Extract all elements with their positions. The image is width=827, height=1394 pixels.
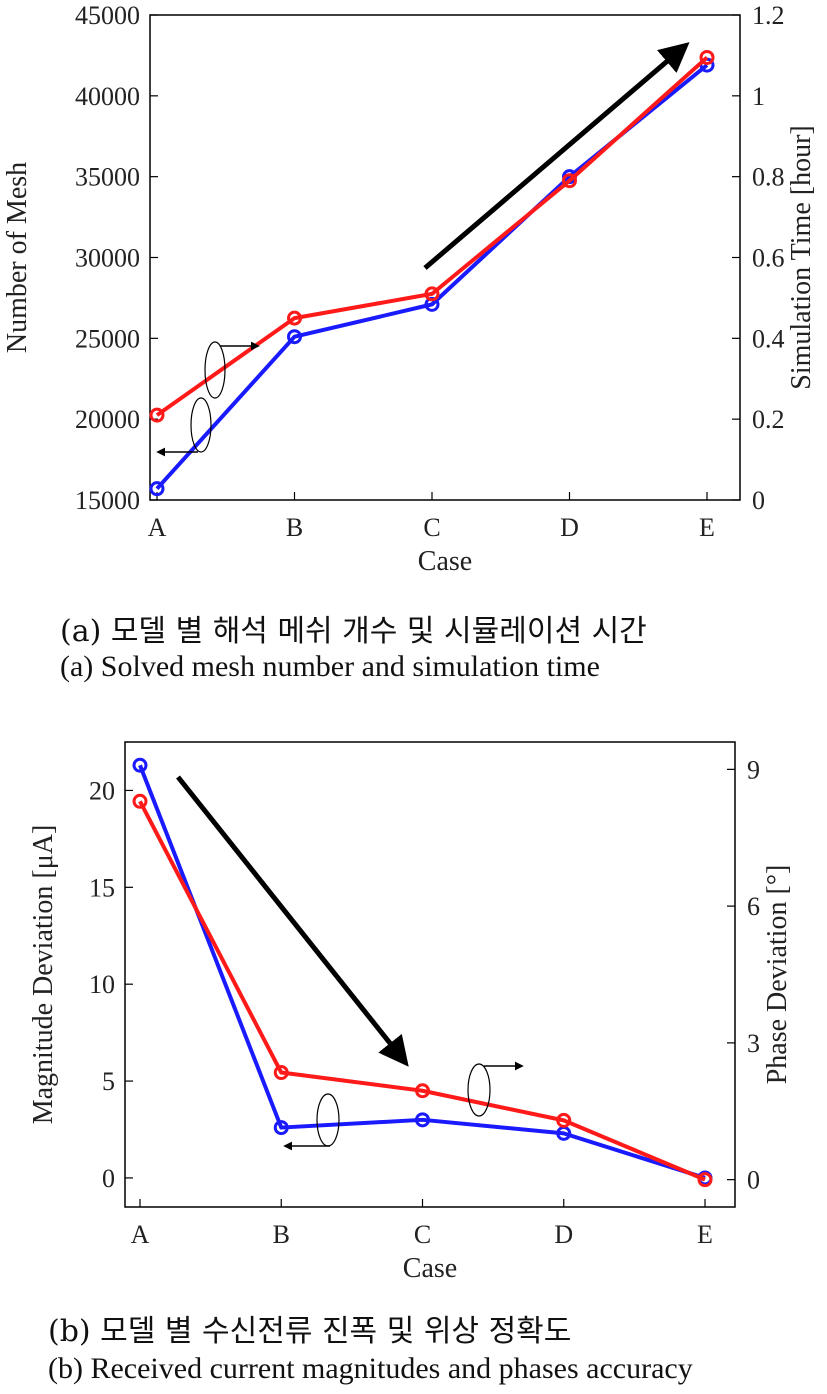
- right-tick-label: 3: [747, 1029, 760, 1058]
- x-tick-label: B: [286, 513, 303, 542]
- red-series-line: [155, 55, 709, 417]
- left-tick-label: 35000: [75, 163, 140, 192]
- axis-indicator-ellipse: [204, 341, 226, 399]
- x-axis-label: Case: [418, 546, 472, 577]
- left-tick-label: 20: [89, 776, 115, 805]
- red-series-point: [699, 49, 715, 65]
- axis-indicator-ellipse: [467, 1063, 491, 1117]
- blue-series-point: [149, 481, 165, 497]
- left-tick-label: 20000: [75, 405, 140, 434]
- caption-b-english: (b) Received current magnitudes and phas…: [48, 1352, 693, 1385]
- right-tick-label: 1.2: [752, 1, 785, 30]
- left-axis-label: Magnitude Deviation [μA]: [28, 825, 59, 1125]
- right-tick-label: 0.4: [752, 324, 785, 353]
- blue-series-line: [138, 764, 706, 1180]
- x-tick-label: A: [131, 1220, 150, 1249]
- red-series-point: [424, 286, 440, 302]
- right-tick-label: 0: [747, 1166, 760, 1195]
- red-series-point: [562, 173, 577, 189]
- blue-series-point: [132, 757, 148, 773]
- plot-frame: [124, 741, 736, 1208]
- chart-deviation: 0 5 10 15 20 0 3 6 9 A B C D E Case Magnitude Deviation…: [28, 741, 793, 1284]
- left-tick-label: 15000: [75, 486, 140, 515]
- red-series-point: [556, 1112, 572, 1128]
- red-series-point: [697, 1172, 713, 1188]
- left-tick-label: 45000: [75, 1, 140, 30]
- left-tick-label: 5: [102, 1067, 115, 1096]
- left-tick-label: 15: [89, 873, 115, 902]
- right-tick-label: 6: [747, 892, 760, 921]
- red-series-point: [132, 793, 148, 809]
- axis-indicator-ellipse: [190, 397, 212, 453]
- right-axis-label: Phase Deviation [°]: [762, 865, 793, 1085]
- x-tick-label: C: [414, 1220, 431, 1249]
- x-axis-label: Case: [403, 1253, 457, 1284]
- x-tick-label: A: [148, 513, 167, 542]
- trend-arrow: [176, 775, 409, 1067]
- x-tick-label: E: [699, 513, 715, 542]
- x-tick-label: E: [697, 1220, 713, 1249]
- right-tick-label: 0.2: [752, 405, 785, 434]
- left-tick-label: 25000: [75, 324, 140, 353]
- red-series-point: [415, 1083, 430, 1099]
- right-tick-label: 0.8: [752, 163, 785, 192]
- right-tick-label: 0: [752, 486, 765, 515]
- red-series-line: [138, 800, 706, 1182]
- red-series-point: [273, 1065, 289, 1081]
- left-axis-label: Number of Mesh: [2, 162, 33, 353]
- caption-a-korean: (a) 모델 별 해석 메쉬 개수 및 시뮬레이션 시간: [60, 614, 647, 649]
- right-tick-label: 1: [752, 82, 765, 111]
- x-tick-label: B: [273, 1220, 290, 1249]
- x-tick-label: C: [423, 513, 440, 542]
- right-axis-label: Simulation Time [hour]: [786, 125, 817, 389]
- left-tick-label: 40000: [75, 82, 140, 111]
- x-tick-label: D: [560, 513, 579, 542]
- left-tick-label: 30000: [75, 244, 140, 273]
- x-tick-label: D: [554, 1220, 573, 1249]
- axis-indicator-ellipse: [316, 1093, 340, 1147]
- blue-series-point: [287, 329, 302, 345]
- caption-a-english: (a) Solved mesh number and simulation ti…: [60, 650, 600, 683]
- red-series-point: [287, 310, 302, 326]
- right-tick-label: 0.6: [752, 244, 785, 273]
- right-tick-label: 9: [747, 755, 760, 784]
- left-tick-label: 10: [89, 970, 115, 999]
- chart-mesh-simulation: 15000 20000 25000 30000 35000 40000 45000 0 0.2 0…: [2, 1, 817, 577]
- caption-b-korean: (b) 모델 별 수신전류 진폭 및 위상 정확도: [48, 1314, 572, 1349]
- trend-arrow: [423, 42, 690, 270]
- blue-series-point: [415, 1112, 430, 1128]
- left-tick-label: 0: [102, 1164, 115, 1193]
- blue-series-point: [273, 1120, 289, 1136]
- red-series-point: [149, 407, 165, 423]
